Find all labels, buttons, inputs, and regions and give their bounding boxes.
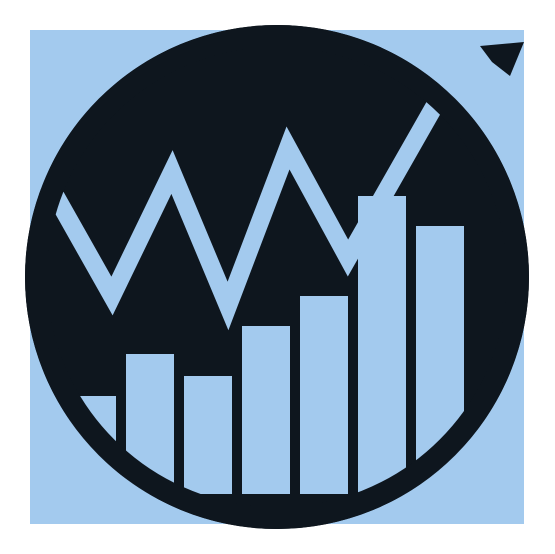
chart-svg <box>0 0 555 554</box>
bar-5 <box>300 296 348 494</box>
bar-3 <box>184 376 232 494</box>
growth-chart-icon <box>0 0 555 554</box>
bar-4 <box>242 326 290 494</box>
